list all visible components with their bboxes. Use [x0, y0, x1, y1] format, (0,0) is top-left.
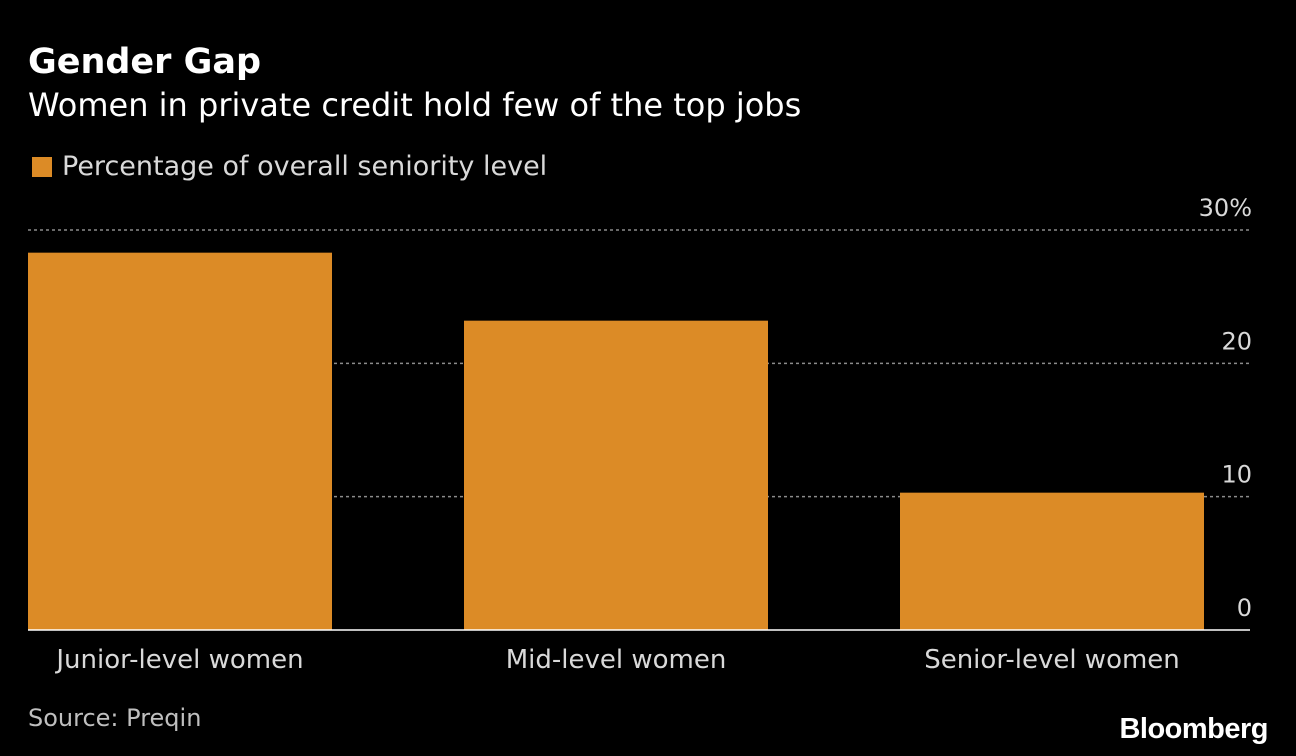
y-tick-label: 0 [1237, 594, 1252, 622]
bar [464, 320, 768, 630]
x-category-label: Junior-level women [54, 645, 303, 675]
chart-title: Gender Gap [28, 42, 262, 82]
bar [28, 252, 332, 630]
bars [28, 252, 1204, 630]
source-note: Source: Preqin [28, 704, 202, 732]
bar [900, 492, 1204, 630]
legend-swatch [32, 157, 52, 177]
y-tick-label: 20 [1221, 327, 1252, 355]
labels: 0 10 20 30% Junior-level women Mid-level wome… [54, 194, 1252, 675]
legend-label: Percentage of overall seniority level [62, 151, 548, 182]
bloomberg-logo: Bloomberg [1119, 713, 1268, 745]
legend: Percentage of overall seniority level [32, 150, 547, 184]
y-tick-label: 10 [1221, 461, 1252, 489]
chart-subtitle: Women in private credit hold few of the … [28, 86, 802, 124]
y-tick-label: 30% [1199, 194, 1252, 222]
x-category-label: Mid-level women [506, 645, 727, 675]
x-category-label: Senior-level women [924, 645, 1180, 675]
